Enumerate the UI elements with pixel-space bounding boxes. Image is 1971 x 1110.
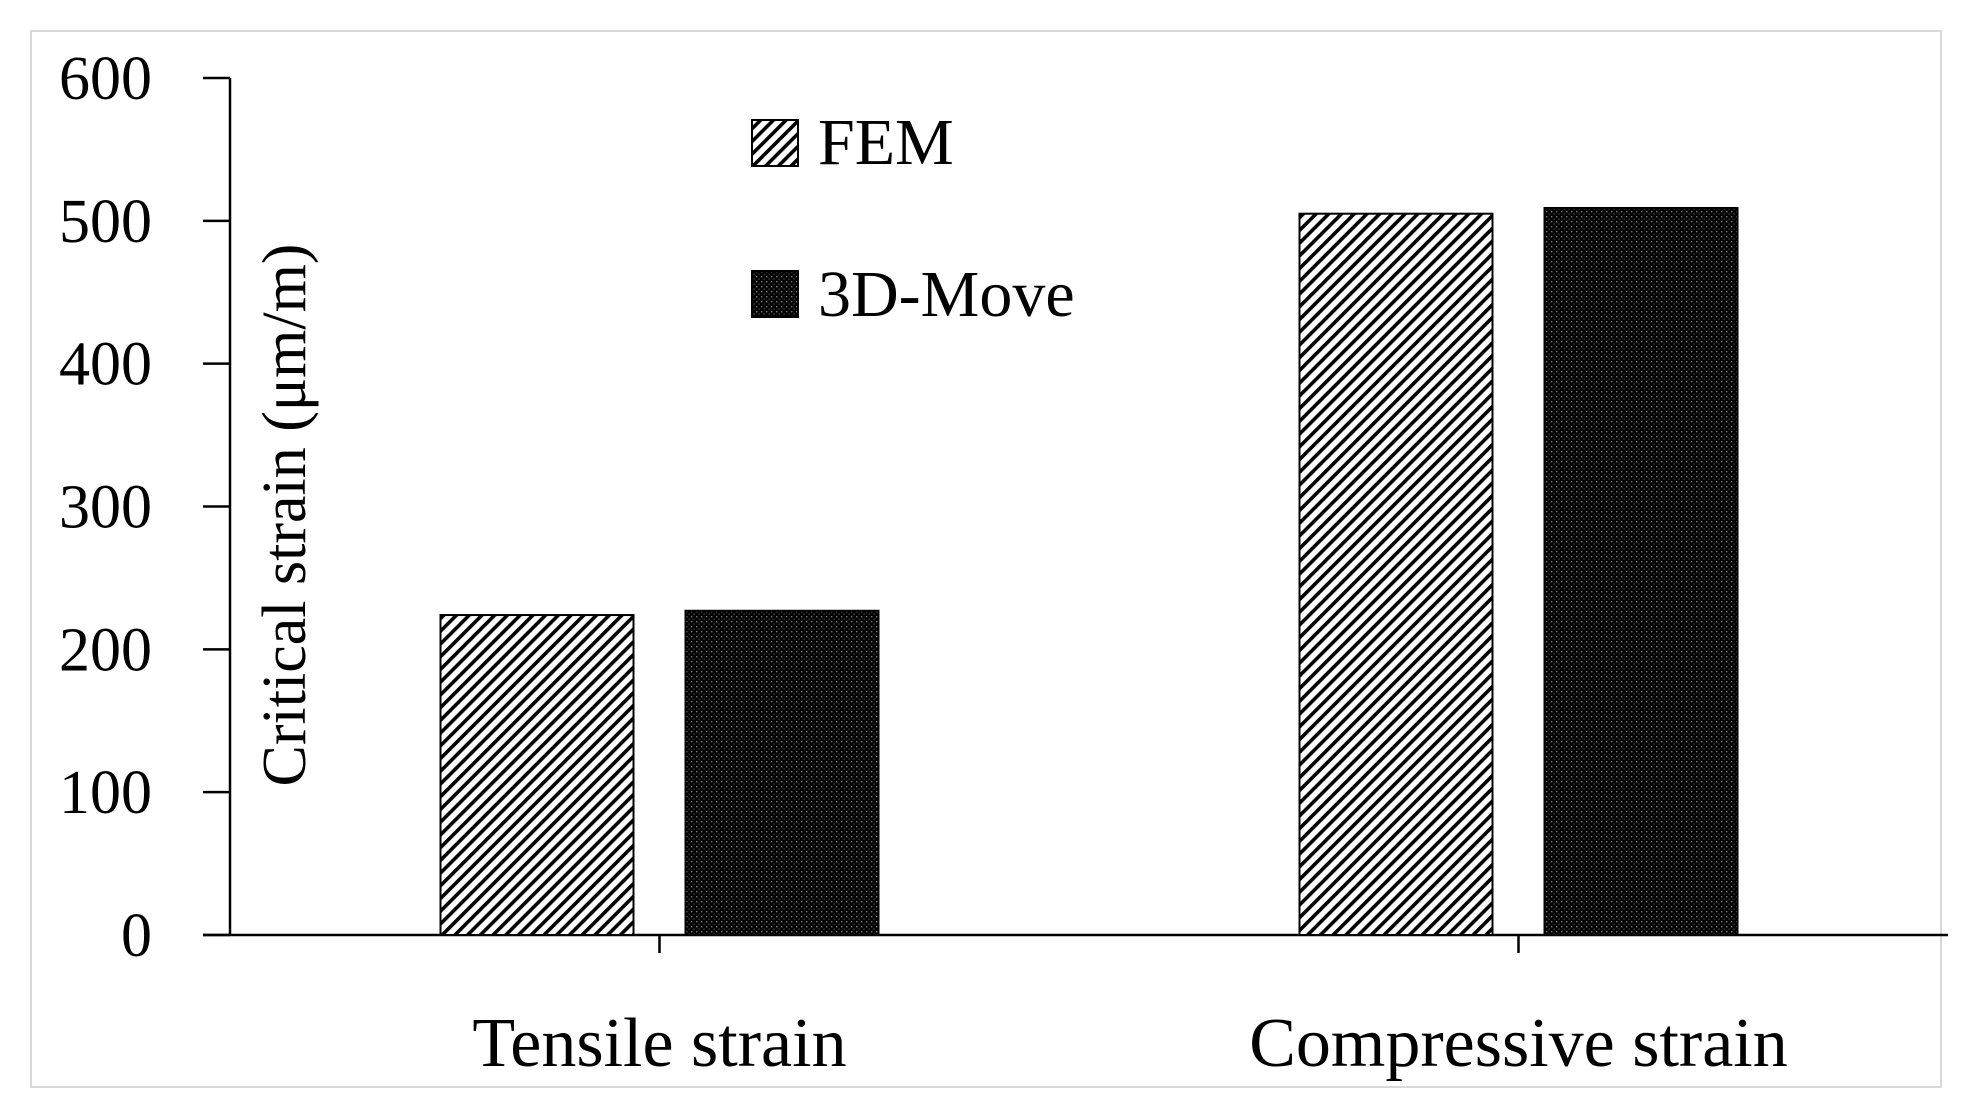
legend-label-3d-move: 3D-Move xyxy=(818,258,1075,331)
bar-3d-move-compressive xyxy=(1543,206,1739,936)
bar-3d-move-tensile xyxy=(684,609,880,936)
bars xyxy=(439,206,1739,937)
y-axis-title: Critical strain (μm/m) xyxy=(251,244,319,787)
x-category-label: Compressive strain xyxy=(1249,1005,1788,1082)
labels: 0 100 200 300 400 500 600 Tensile strain Compres… xyxy=(59,45,1788,1082)
y-tick-label: 100 xyxy=(59,759,152,827)
y-tick-label: 600 xyxy=(59,45,152,113)
legend: FEM 3D-Move xyxy=(751,106,1075,331)
legend-label-fem: FEM xyxy=(818,106,954,179)
x-category-label: Tensile strain xyxy=(472,1005,846,1082)
y-tick-label: 0 xyxy=(121,902,152,970)
y-tick-label: 300 xyxy=(59,474,152,542)
bar-fem-tensile xyxy=(439,614,635,936)
legend-swatch-3d-move xyxy=(751,270,799,318)
y-tick-label: 200 xyxy=(59,616,152,684)
y-tick-label: 400 xyxy=(59,331,152,399)
legend-swatch-fem xyxy=(751,119,799,167)
y-tick-label: 500 xyxy=(59,188,152,256)
bar-fem-compressive xyxy=(1298,212,1494,937)
